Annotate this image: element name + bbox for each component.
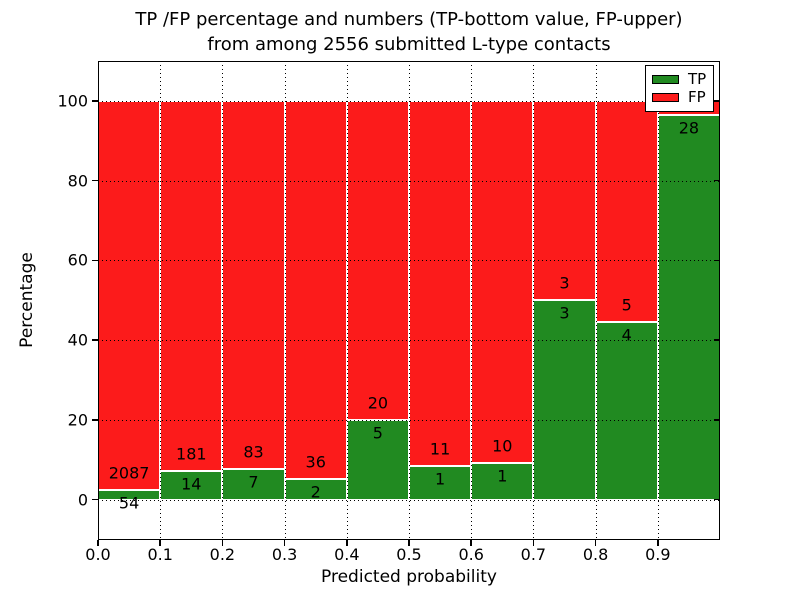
x-tick-label: 0.5 <box>396 545 422 564</box>
fp-bar-segment <box>595 100 658 323</box>
legend-label-tp: TP <box>688 69 707 88</box>
tp-bar-segment <box>471 463 534 500</box>
fp-count-label: 3 <box>559 273 570 293</box>
x-tick-label: 0.2 <box>209 545 236 564</box>
x-tick-label: 0.4 <box>334 545 360 564</box>
fp-count-label: 11 <box>429 439 451 459</box>
chart-title-line-2: from among 2556 submitted L-type contact… <box>207 34 611 55</box>
y-tick-left <box>92 179 98 182</box>
x-tick-label: 0.0 <box>85 545 111 564</box>
x-tick <box>532 539 535 546</box>
fp-bar-segment <box>98 100 161 490</box>
legend: TP FP <box>645 65 714 112</box>
x-tick-label: 0.8 <box>582 545 609 564</box>
x-tick <box>346 539 348 546</box>
x-gridline <box>284 61 286 540</box>
fp-count-label: 10 <box>492 436 513 456</box>
tp-count-label: 5 <box>372 423 383 443</box>
x-tick-label: 0.1 <box>147 545 173 564</box>
fp-count-label: 36 <box>305 452 326 472</box>
y-tick-right <box>714 419 719 421</box>
fp-bar-segment <box>284 100 347 479</box>
x-tick <box>657 539 659 546</box>
y-tick-label: 20 <box>67 410 88 430</box>
x-tick <box>159 539 161 546</box>
x-tick <box>221 539 224 546</box>
fp-color-swatch <box>652 93 679 103</box>
x-tick <box>283 539 286 546</box>
fp-count-label: 2087 <box>108 463 150 483</box>
tp-count-label: 54 <box>118 493 140 513</box>
x-tick-label: 0.7 <box>520 545 547 564</box>
y-tick-right <box>714 179 719 182</box>
x-tick <box>594 539 597 546</box>
tp-color-swatch <box>652 74 679 84</box>
fp-bar-segment <box>409 100 472 467</box>
tp-bar-segment <box>533 300 596 500</box>
x-gridline <box>409 61 410 540</box>
y-tick-right <box>714 339 719 341</box>
tp-count-label: 7 <box>248 472 259 492</box>
y-tick-label: 40 <box>67 330 88 350</box>
y-tick-left <box>92 419 98 421</box>
tp-count-label: 2 <box>310 482 321 502</box>
x-tick-label: 0.3 <box>271 545 298 564</box>
y-tick-label: 60 <box>67 250 88 270</box>
y-tick-left <box>92 259 98 262</box>
fp-bar-segment <box>160 100 223 471</box>
fp-count-label: 83 <box>243 442 264 462</box>
y-tick-right <box>714 498 719 501</box>
fp-bar-segment <box>471 100 534 464</box>
x-tick <box>408 539 410 546</box>
x-gridline <box>160 61 162 540</box>
fp-count-label: 20 <box>367 393 389 413</box>
y-tick-label: 0 <box>77 490 88 510</box>
x-axis-label: Predicted probability <box>321 567 497 587</box>
tp-count-label: 14 <box>181 474 202 494</box>
fp-count-label: 181 <box>176 444 207 464</box>
x-tick-label: 0.6 <box>458 545 484 564</box>
chart-title: TP /FP percentage and numbers (TP-bottom… <box>98 7 720 57</box>
tp-count-label: 1 <box>435 469 446 489</box>
x-gridline <box>346 61 348 540</box>
legend-entry-fp: FP <box>646 90 713 105</box>
y-tick-left <box>92 339 98 341</box>
y-tick-label: 80 <box>67 171 88 191</box>
tp-count-label: 4 <box>621 325 632 345</box>
tp-bar-segment <box>595 322 658 500</box>
tp-bar-segment <box>409 466 472 500</box>
tp-count-label: 1 <box>497 466 508 486</box>
x-gridline <box>471 61 473 540</box>
tp-count-label: 28 <box>678 118 700 138</box>
x-gridline <box>657 61 659 540</box>
y-tick-left <box>92 100 98 102</box>
legend-entry-tp: TP <box>646 69 713 88</box>
y-tick-right <box>714 100 719 102</box>
x-tick <box>97 539 99 546</box>
fp-bar-segment <box>533 100 596 301</box>
tp-bar-segment <box>346 419 409 500</box>
x-gridline <box>595 61 597 540</box>
x-gridline <box>533 61 535 540</box>
y-tick-right <box>714 259 719 262</box>
tp-bar-segment <box>657 114 720 500</box>
x-tick-label: 0.9 <box>645 545 671 564</box>
fp-count-label: 5 <box>621 295 632 315</box>
x-tick <box>470 539 472 546</box>
fp-bar-segment <box>222 100 285 469</box>
y-tick-label: 100 <box>57 91 88 111</box>
chart-title-line-1: TP /FP percentage and numbers (TP-bottom… <box>135 9 683 30</box>
legend-label-fp: FP <box>688 88 706 107</box>
x-gridline <box>222 61 224 540</box>
y-tick-left <box>92 498 98 501</box>
tp-count-label: 3 <box>559 303 570 323</box>
